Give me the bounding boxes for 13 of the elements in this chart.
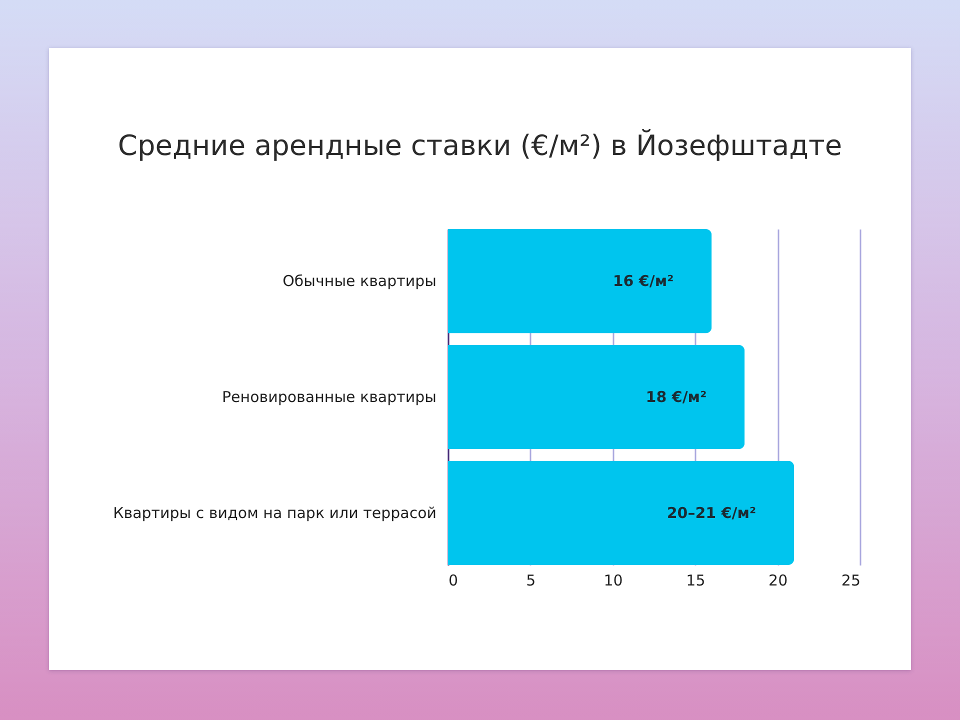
x-tick-label: 20 bbox=[768, 572, 788, 590]
y-tick-label: Квартиры с видом на парк или террасой bbox=[113, 504, 436, 522]
x-tick-label: 25 bbox=[841, 572, 860, 590]
data-label: 18 €/м² bbox=[646, 388, 707, 406]
chart-title: Средние арендные ставки (€/м²) в Йозефштадте bbox=[118, 129, 842, 162]
y-tick-label: Реновированные квартиры bbox=[222, 388, 436, 406]
data-label: 16 €/м² bbox=[612, 272, 674, 290]
data-label: 20–21 €/м² bbox=[666, 504, 756, 522]
y-tick-label: Обычные квартиры bbox=[282, 272, 436, 290]
x-tick-label: 5 bbox=[526, 572, 536, 590]
x-tick-label: 10 bbox=[604, 572, 623, 590]
x-tick-label: 0 bbox=[448, 572, 458, 590]
x-tick-label: 15 bbox=[686, 572, 706, 590]
